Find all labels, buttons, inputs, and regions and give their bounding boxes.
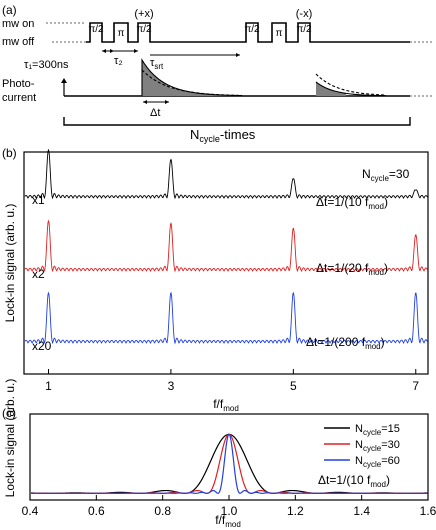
panel-c-xtick-label-1.2: 1.2 <box>287 504 304 518</box>
photocurrent-label-2: current <box>2 92 36 104</box>
panel-b-trace-x2 <box>24 219 428 273</box>
annotation-x20: Δt=1/(200 fmod) <box>306 335 385 351</box>
tau1-arrowheads <box>102 49 114 53</box>
photocurrent-decay-dashed-1 <box>141 69 243 96</box>
panel-c-xtick-label-1.4: 1.4 <box>353 504 370 518</box>
panel-c-ylabel: Lock-in signal (arb. u.) <box>3 379 17 498</box>
panel-c-traces <box>31 433 428 494</box>
panel-b-ylabel: Lock-in signal (arb. u.) <box>3 204 17 323</box>
photocurrent-label-1: Photo- <box>2 78 35 90</box>
panel-b-label: (b) <box>2 146 17 160</box>
panel-b-xtick-label-5: 5 <box>290 379 297 393</box>
ncycle-label: Ncycle-times <box>190 127 256 144</box>
panel-b-traces <box>24 148 428 345</box>
tau2-arrowhead <box>134 49 138 53</box>
panel-b-xlabel: f/fmod <box>213 397 239 413</box>
panel-c-xtick-label-0.6: 0.6 <box>88 504 105 518</box>
panel-c-frame <box>29 413 429 501</box>
panel-b-xtick-label-3: 3 <box>168 379 175 393</box>
tau1-label: τ₁=300ns <box>24 59 69 71</box>
annotation-x2: Δt=1/(20 fmod) <box>316 261 388 277</box>
panel-b: (b) 1 3 5 7 Ncycle=30 x1 x2 x20 Δt=1/(10 fm… <box>2 146 429 413</box>
photocurrent-decay-fill-2 <box>316 82 346 96</box>
annotation-x1: Δt=1/(10 fmod) <box>316 195 388 211</box>
pulse-label-3: π/2 <box>136 24 152 35</box>
panel-c-trace-n60 <box>31 433 428 494</box>
panel-b-xticks: 1 3 5 7 <box>45 369 419 393</box>
panel-c: (c) 0.4 0.6 0.8 1.0 1.2 1.4 1.6 Ncycle=15 Ncyc… <box>2 379 436 529</box>
tau-srt-label: τsrt <box>150 57 164 71</box>
panel-a-label: (a) <box>2 3 17 17</box>
legend-label-30: Ncycle=30 <box>355 439 400 453</box>
mw-off-label: mw off <box>2 36 35 48</box>
delta-t-label: Δt <box>150 107 160 119</box>
panel-c-xtick-label-0.8: 0.8 <box>154 504 171 518</box>
pulse-sequence <box>86 22 410 43</box>
phase-plus-label: (+x) <box>134 8 153 20</box>
panel-c-xticks: 0.4 0.6 0.8 1.0 1.2 1.4 1.6 <box>22 495 436 518</box>
tau-srt-arrowhead <box>236 53 240 57</box>
panel-b-trace-x20 <box>24 291 428 345</box>
pulse-label-4: π/2 <box>244 24 260 35</box>
pulse-label-1: π/2 <box>88 24 104 35</box>
series-label-x2: x2 <box>32 267 45 281</box>
photocurrent-axis-arrow <box>61 78 67 83</box>
panel-b-xtick-label-7: 7 <box>412 379 419 393</box>
panel-c-xlabel: f/fmod <box>215 513 241 529</box>
series-label-x20: x20 <box>32 339 52 353</box>
photocurrent-decay-solid-2 <box>315 81 387 97</box>
panel-c-xtick-label-1.0: 1.0 <box>221 504 238 518</box>
ncycle-bracket <box>63 117 411 126</box>
series-label-x1: x1 <box>32 193 45 207</box>
panel-c-label: (c) <box>2 406 16 420</box>
panel-c-xtick-label-1.6: 1.6 <box>420 504 436 518</box>
legend-label-60: Ncycle=60 <box>355 455 400 469</box>
panel-b-frame <box>23 151 429 375</box>
panel-b-trace-x1 <box>24 148 428 200</box>
mw-on-label: mw on <box>2 18 34 30</box>
photocurrent-decay-fill-1 <box>142 60 242 96</box>
legend-label-15: Ncycle=15 <box>355 423 400 437</box>
panel-c-xtick-label-0.4: 0.4 <box>22 504 39 518</box>
pulse-label-6: π/2 <box>296 24 312 35</box>
panel-c-legend: Ncycle=15 Ncycle=30 Ncycle=60 <box>324 423 400 469</box>
panel-a: (a) mw on mw off π/2 π π/2 π/2 π π/2 (+x… <box>2 3 432 144</box>
tau2-label: τ₂ <box>114 55 123 67</box>
phase-minus-label: (-x) <box>296 8 313 20</box>
pulse-label-5: π <box>276 28 283 39</box>
pulse-label-2: π <box>118 28 125 39</box>
panel-c-annotation: Δt=1/(10 fmod) <box>318 473 390 489</box>
panel-b-xtick-label-1: 1 <box>45 379 52 393</box>
panel-b-ncycle-note: Ncycle=30 <box>362 167 410 183</box>
